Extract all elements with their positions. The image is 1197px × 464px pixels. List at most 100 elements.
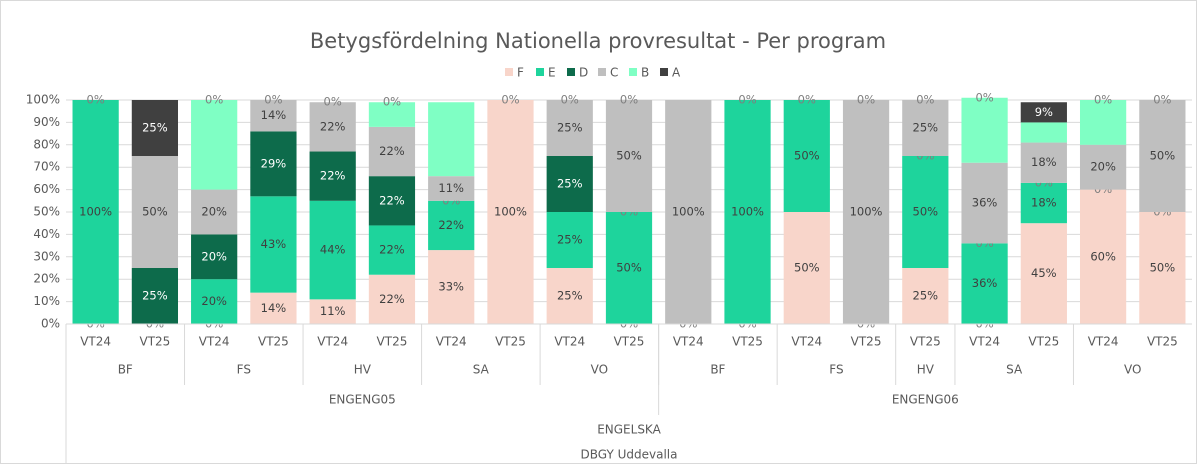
bar-segment	[902, 156, 949, 268]
bar-segment	[783, 100, 830, 212]
x-tick-label: VT24	[80, 335, 111, 349]
bar-segment	[1020, 122, 1067, 143]
category-group-label: FS	[829, 363, 843, 377]
y-tick-label: 40%	[33, 227, 60, 241]
category-group-label: HV	[917, 363, 935, 377]
data-label: 11%	[438, 181, 464, 195]
data-label: 0%	[857, 93, 875, 107]
bar-segment	[902, 100, 949, 156]
bar-segment	[546, 268, 593, 324]
data-label: 0%	[975, 90, 993, 104]
bar-segment	[131, 268, 179, 324]
category-group-label: VO	[1124, 363, 1141, 377]
x-tick-label: VT24	[554, 335, 585, 349]
data-label: 22%	[379, 243, 405, 257]
x-tick-label: VT25	[495, 335, 526, 349]
legend-swatch	[629, 68, 637, 76]
bar-segment	[665, 100, 712, 324]
y-tick-label: 0%	[41, 317, 60, 331]
legend-swatch	[598, 68, 606, 76]
bar-segment	[368, 176, 416, 226]
data-label: 9%	[1035, 105, 1053, 119]
legend-label: F	[517, 66, 524, 80]
bar-segment	[1020, 142, 1067, 183]
data-label: 0%	[916, 93, 934, 107]
bar-segment	[368, 274, 416, 324]
bar-segment	[487, 100, 534, 324]
bar-segment	[428, 176, 475, 201]
legend-swatch	[536, 68, 544, 76]
category-group-label: ENGENG05	[329, 393, 396, 407]
data-label: 0%	[205, 93, 223, 107]
data-label: 29%	[261, 156, 287, 170]
data-label: 25%	[557, 121, 583, 135]
category-group-label: SA	[1006, 363, 1023, 377]
data-label: 25%	[142, 289, 168, 303]
x-tick-label: VT24	[969, 335, 1000, 349]
data-label: 100%	[494, 205, 527, 219]
bar-segment	[250, 131, 297, 197]
x-tick-label: VT25	[1147, 335, 1178, 349]
data-label: 50%	[616, 261, 642, 275]
bar-segment	[902, 268, 949, 324]
category-group-label: BF	[710, 363, 725, 377]
y-tick-label: 30%	[33, 249, 60, 263]
bar-segment	[250, 100, 297, 132]
bar-segment	[961, 243, 1008, 324]
x-tick-label: VT24	[791, 335, 822, 349]
bar-segment	[191, 189, 238, 235]
bar-segment	[131, 100, 179, 156]
data-label: 0%	[264, 93, 282, 107]
x-tick-label: VT24	[1088, 335, 1119, 349]
data-label: 22%	[320, 119, 346, 133]
data-label: 25%	[913, 289, 939, 303]
y-tick-label: 20%	[33, 272, 60, 286]
x-tick-label: VT24	[199, 335, 230, 349]
data-label: 25%	[913, 121, 939, 135]
data-label: 0%	[1153, 93, 1171, 107]
data-label: 50%	[913, 205, 939, 219]
bar-segment	[1020, 182, 1067, 224]
bar-segment	[368, 225, 416, 275]
data-label: 0%	[501, 93, 519, 107]
data-label: 20%	[201, 205, 227, 219]
bar-segment	[1079, 144, 1127, 190]
bar-segment	[309, 299, 356, 324]
category-group-label: ENGENG06	[892, 393, 959, 407]
bar-segment	[368, 126, 416, 177]
category-group-label: VO	[591, 363, 608, 377]
bar-segment	[250, 292, 297, 324]
y-tick-label: 70%	[33, 160, 60, 174]
data-label: 50%	[794, 261, 820, 275]
bar-segment	[428, 250, 475, 324]
legend-label: A	[672, 66, 681, 80]
data-label: 20%	[201, 249, 227, 263]
data-label: 25%	[142, 121, 168, 135]
data-label: 11%	[320, 304, 346, 318]
bar-segment	[250, 196, 297, 293]
legend-label: B	[641, 66, 649, 80]
bar-segment	[1020, 102, 1067, 123]
category-group-label: BF	[118, 363, 133, 377]
data-label: 0%	[620, 93, 638, 107]
x-tick-label: VT25	[851, 335, 882, 349]
y-tick-label: 80%	[33, 137, 60, 151]
legend-swatch	[660, 68, 668, 76]
category-group-label: FS	[237, 363, 251, 377]
bar-segment	[191, 100, 238, 190]
data-label: 36%	[972, 276, 998, 290]
data-label: 0%	[383, 95, 401, 109]
legend-label: E	[548, 66, 556, 80]
bar-segment	[309, 151, 356, 201]
data-label: 100%	[850, 205, 883, 219]
data-label: 43%	[261, 237, 287, 251]
data-label: 50%	[1150, 149, 1176, 163]
bar-segment	[546, 100, 593, 156]
data-label: 100%	[672, 205, 705, 219]
data-label: 14%	[261, 108, 287, 122]
data-label: 22%	[438, 218, 464, 232]
bar-segment	[1139, 212, 1186, 324]
bar-segment	[428, 102, 475, 177]
data-label: 45%	[1031, 266, 1057, 280]
